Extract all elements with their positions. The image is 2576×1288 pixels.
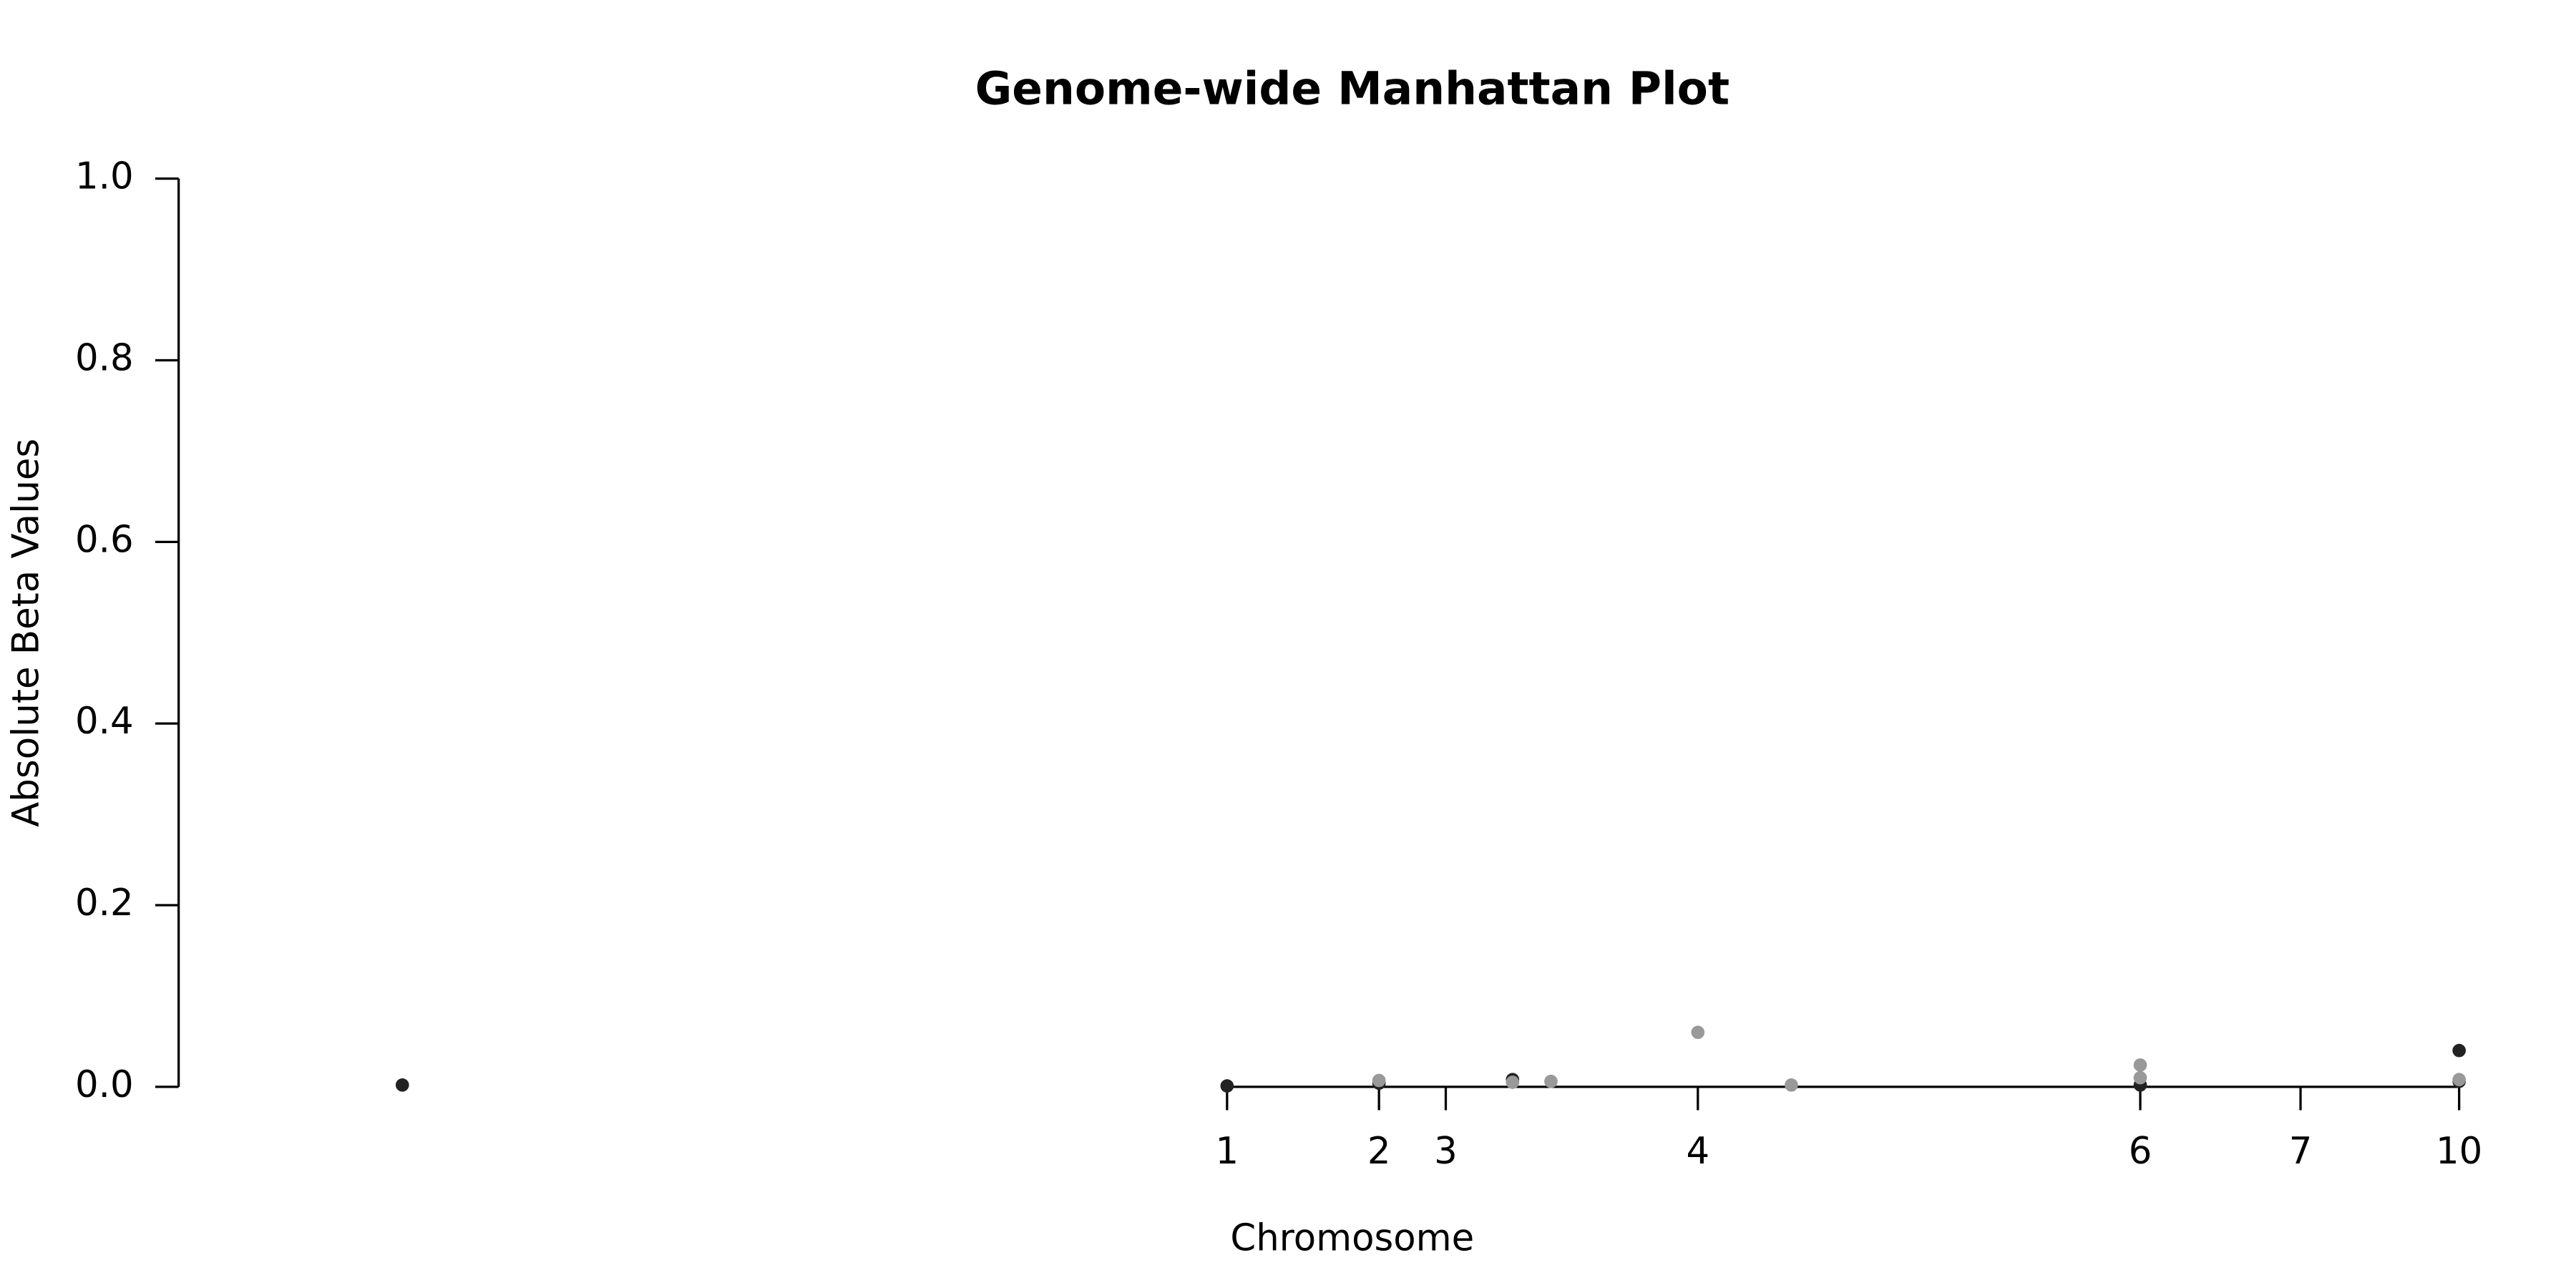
x-tick-label: 3 [1434,1130,1458,1173]
point [1220,1079,1234,1093]
point [1506,1075,1520,1089]
point [1691,1025,1705,1040]
x-tick-label: 2 [1367,1130,1391,1173]
x-tick-label: 6 [2129,1130,2152,1173]
y-tick-label: 0.0 [75,1063,134,1106]
y-tick-label: 0.4 [75,700,134,743]
point [395,1078,409,1092]
y-tick-label: 0.2 [75,882,134,924]
x-tick-label: 1 [1216,1130,1239,1173]
x-tick-label: 7 [2289,1130,2313,1173]
x-tick-label: 10 [2436,1130,2482,1173]
x-axis-label: Chromosome [1230,1217,1474,1260]
point [2133,1058,2147,1072]
chart-title: Genome-wide Manhattan Plot [975,62,1730,114]
point [2452,1043,2467,1058]
point [2133,1070,2147,1085]
point [1785,1078,1798,1092]
y-axis-label: Absolute Beta Values [5,439,48,827]
y-tick-label: 0.6 [75,518,134,561]
y-tick-label: 1.0 [75,155,134,198]
point [1544,1074,1558,1088]
y-tick-label: 0.8 [75,336,134,379]
point [2452,1073,2467,1087]
x-tick-label: 4 [1686,1130,1709,1173]
point [1372,1073,1386,1088]
